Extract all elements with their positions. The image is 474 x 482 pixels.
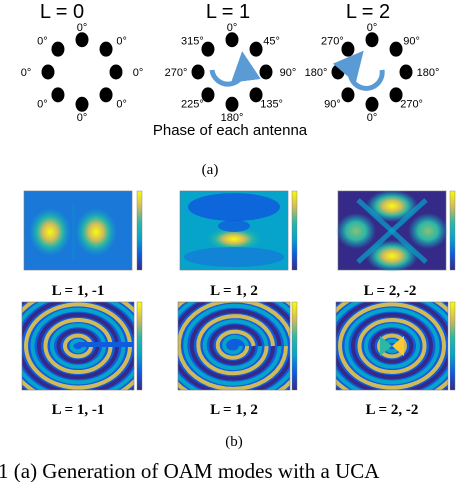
intensity-plot-2 [179,190,298,271]
antenna-element [41,64,55,80]
phase-fringe [338,302,446,390]
panel-b-label: (b) [225,434,243,450]
antenna-element [249,87,263,103]
phase-plot-2 [177,301,298,391]
intensity-label-1: L = 1, -1 [52,283,105,299]
phase-fringe [189,308,282,381]
antenna-element [249,41,263,57]
header-l1: L = 1 [206,1,250,23]
antenna-caption: Phase of each antenna [153,122,308,139]
phase-fringe [364,323,420,369]
panel-a-label: (a) [202,162,219,178]
phase-label: 180° [221,112,244,124]
colorbar [449,190,456,271]
intensity-plot-1 [23,190,143,271]
phase-fringe [377,333,407,359]
phase-label: 90° [324,99,341,111]
antenna-element [99,41,113,57]
antenna-element [389,87,403,103]
phase-fringe [183,303,288,386]
phase-fringe [178,302,290,390]
intensity-label-2: L = 1, 2 [210,283,258,299]
phase-fringe [357,318,427,374]
phase-label: 0° [133,67,144,79]
rotation-arrow-l2 [332,50,385,91]
antenna-element [99,87,113,103]
panel-a: L = 0 L = 1 L = 2 0° 0° 0° 0° 0° 0° 0° 0° 0° 45°… [21,1,440,178]
phase-label: 135° [260,99,283,111]
intensity-plot-3 [336,190,456,272]
antenna-element [331,64,345,80]
phase-plot-1 [21,301,143,391]
phase-fringe [344,307,440,385]
phase-label: 180° [305,67,328,79]
phase-label: 0° [21,67,32,79]
phase-label: 0° [367,112,378,124]
antenna-ring-l1: 0° 45° 90° 135° 180° 225° 270° 315° [165,22,297,124]
phase-fringe [215,329,256,360]
phase-label: 270° [400,99,423,111]
antenna-element [225,96,239,112]
panel-b: L = 1, -1 L = 1, 2 L = 2, -2 [21,190,456,450]
phase-fringe [196,314,275,376]
phase-plot-3 [335,301,456,391]
phase-label-2: L = 1, 2 [210,402,258,418]
phase-fringe [178,302,290,390]
antenna-element [75,32,89,48]
phase-label-1: L = 1, -1 [52,402,105,418]
intensity-label-3: L = 2, -2 [364,283,417,299]
phase-label: 270° [321,35,344,47]
antenna-element [201,41,215,57]
phase-label: 0° [37,35,48,47]
antenna-element [201,87,215,103]
colorbar [291,190,298,271]
phase-label: 0° [116,35,127,47]
header-l2: L = 2 [346,1,390,23]
phase-label: 225° [181,99,204,111]
phase-label: 270° [165,67,188,79]
phase-fringe [209,324,262,365]
phase-label-3: L = 2, -2 [366,402,419,418]
phase-label: 0° [77,22,88,34]
antenna-element [365,96,379,112]
phase-label: 0° [116,99,127,111]
phase-label: 180° [417,67,440,79]
colorbar [449,301,456,391]
rotation-arrow-l1 [209,51,261,87]
figure-caption: 1 (a) Generation of OAM modes with a UCA [0,459,380,482]
phase-label: 0° [37,99,48,111]
phase-fringe [222,334,249,355]
phase-label: 315° [181,35,204,47]
antenna-element [51,41,65,57]
antenna-ring-l0: 0° 0° 0° 0° 0° 0° 0° 0° [21,22,144,124]
phase-fringe [370,328,414,364]
antenna-element [399,64,413,80]
colorbar [136,190,143,271]
phase-label: 90° [280,67,297,79]
antenna-element [75,96,89,112]
phase-label: 90° [403,35,420,47]
antenna-element [51,87,65,103]
antenna-element [365,32,379,48]
antenna-element [191,64,205,80]
antenna-element [341,87,355,103]
colorbar [136,301,143,391]
antenna-element [225,32,239,48]
header-l0: L = 0 [40,1,84,23]
antenna-element [259,64,273,80]
phase-label: 0° [367,22,378,34]
phase-fringe [202,319,269,371]
antenna-element [109,64,123,80]
phase-label: 0° [227,22,238,34]
phase-label: 45° [263,35,280,47]
antenna-element [389,41,403,57]
antenna-ring-l2: 0° 90° 180° 270° 0° 90° 180° 270° [305,22,440,124]
phase-fringe [351,312,433,380]
colorbar [291,301,298,391]
phase-label: 0° [77,112,88,124]
